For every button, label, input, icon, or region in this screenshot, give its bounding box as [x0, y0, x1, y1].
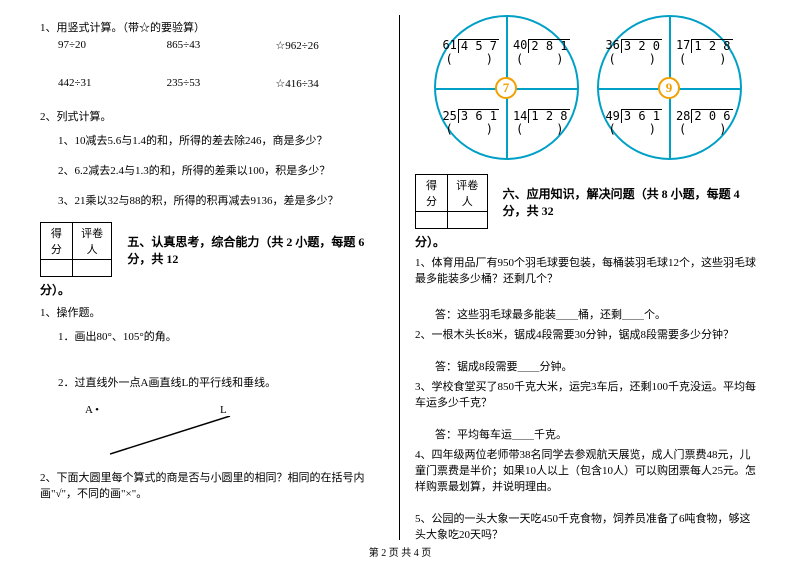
p3: 3、学校食堂买了850千克大米，运完3车后，还剩100千克没运。平均每车运多少千…: [415, 378, 760, 410]
section6-header: 得分评卷人 六、应用知识，解决问题（共 8 小题，每题 4 分，共 32: [415, 174, 760, 229]
op1-s2: 2．过直线外一点A画直线L的平行线和垂线。: [58, 374, 384, 390]
page-footer: 第 2 页 共 4 页: [0, 544, 800, 559]
expr: 442÷31: [58, 77, 167, 90]
score-cell: [416, 212, 448, 229]
expr: 865÷43: [167, 39, 276, 52]
section5-title2: 分）。: [40, 281, 384, 298]
q1-row1: 97÷20 865÷43 ☆962÷26: [58, 39, 384, 52]
paren: ( ): [679, 53, 729, 66]
q2-s2: 2、6.2减去2.4与1.3的和，所得的差乘以100，积是多少？: [58, 162, 384, 178]
score-cell: [41, 260, 73, 277]
section6-title2: 分）。: [415, 233, 760, 250]
score-h2: 评卷人: [447, 175, 487, 212]
op1-title: 1、操作题。: [40, 304, 384, 320]
p2: 2、一根木头长8米，锯成4段需要30分钟，锯成8段需要多少分钟？: [415, 326, 760, 342]
section5-title: 五、认真思考，综合能力（共 2 小题，每题 6 分，共 12: [127, 233, 384, 267]
line-svg: [110, 416, 240, 456]
quad-bl: 253 6 1( ): [436, 88, 507, 159]
score-h1: 得分: [41, 223, 73, 260]
score-cell: [72, 260, 112, 277]
quad-br: 282 0 6( ): [669, 88, 740, 159]
expr: ☆416÷34: [275, 77, 384, 90]
q2-s3: 3、21乘以32与88的积，所得的积再减去9136，差是多少？: [58, 192, 384, 208]
op1-s1: 1．画出80°、105°的角。: [58, 328, 384, 344]
score-table: 得分评卷人: [415, 174, 488, 229]
a2: 答：锯成8段需要＿＿分钟。: [435, 358, 760, 374]
label-l: L: [220, 404, 227, 416]
point-a: A •: [85, 404, 99, 416]
paren: ( ): [609, 53, 659, 66]
quad-tr: 402 8 1( ): [506, 17, 577, 88]
paren: ( ): [446, 53, 496, 66]
p4: 4、四年级两位老师带38名同学去参观航天展览，成人门票费48元，儿童门票费是半价…: [415, 446, 760, 494]
quad-bl: 493 6 1( ): [599, 88, 670, 159]
expr: ☆962÷26: [275, 39, 384, 52]
q2-s1: 1、10减去5.6与1.4的和，所得的差去除246，商是多少？: [58, 132, 384, 148]
page: 1、用竖式计算。（带☆的要验算） 97÷20 865÷43 ☆962÷26 44…: [0, 0, 800, 540]
left-column: 1、用竖式计算。（带☆的要验算） 97÷20 865÷43 ☆962÷26 44…: [25, 15, 400, 540]
line-drawing: A • L: [70, 404, 384, 459]
quad-tl: 614 5 7( ): [436, 17, 507, 88]
paren: ( ): [609, 123, 659, 136]
quad-tr: 171 2 8( ): [669, 17, 740, 88]
paren: ( ): [446, 123, 496, 136]
q1-title: 1、用竖式计算。（带☆的要验算）: [40, 19, 384, 35]
score-h1: 得分: [416, 175, 448, 212]
p5: 5、公园的一头大象一天吃450千克食物，饲养员准备了6吨食物，够这头大象吃20天…: [415, 510, 760, 542]
circle-1: 7 614 5 7( ) 402 8 1( ) 253 6 1( ) 141 2…: [434, 15, 579, 160]
expr: 235÷53: [167, 77, 276, 90]
paren: ( ): [516, 123, 566, 136]
score-cell: [447, 212, 487, 229]
circles-area: 7 614 5 7( ) 402 8 1( ) 253 6 1( ) 141 2…: [415, 15, 760, 160]
quad-br: 141 2 8( ): [506, 88, 577, 159]
expr: 97÷20: [58, 39, 167, 52]
a3: 答：平均每车运＿＿千克。: [435, 426, 760, 442]
right-column: 7 614 5 7( ) 402 8 1( ) 253 6 1( ) 141 2…: [400, 15, 775, 540]
score-h2: 评卷人: [72, 223, 112, 260]
q2-title: 2、列式计算。: [40, 108, 384, 124]
p1: 1、体育用品厂有950个羽毛球要包装，每桶装羽毛球12个，这些羽毛球最多能装多少…: [415, 254, 760, 286]
circle-2: 9 363 2 0( ) 171 2 8( ) 493 6 1( ) 282 0…: [597, 15, 742, 160]
paren: ( ): [679, 123, 729, 136]
quad-tl: 363 2 0( ): [599, 17, 670, 88]
q2b: 2、下面大圆里每个算式的商是否与小圆里的相同？相同的在括号内画"√"，不同的画"…: [40, 469, 384, 501]
paren: ( ): [516, 53, 566, 66]
section6-title: 六、应用知识，解决问题（共 8 小题，每题 4 分，共 32: [503, 185, 760, 219]
section5-header: 得分评卷人 五、认真思考，综合能力（共 2 小题，每题 6 分，共 12: [40, 222, 384, 277]
score-table: 得分评卷人: [40, 222, 112, 277]
a1: 答：这些羽毛球最多能装＿＿桶，还剩＿＿个。: [435, 306, 760, 322]
q1-row2: 442÷31 235÷53 ☆416÷34: [58, 77, 384, 90]
